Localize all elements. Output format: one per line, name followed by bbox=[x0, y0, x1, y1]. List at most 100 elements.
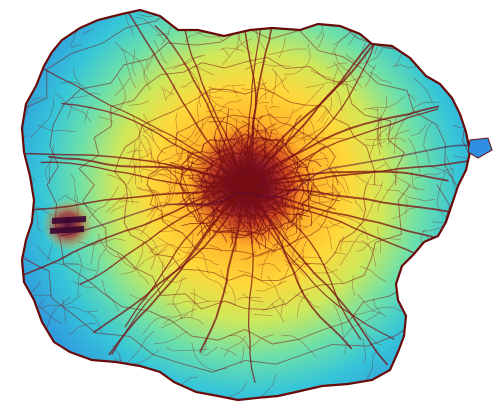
road-segment bbox=[236, 137, 250, 155]
road-segment bbox=[253, 314, 273, 317]
road-segment bbox=[339, 232, 364, 266]
road-segment bbox=[136, 187, 172, 195]
road-segment bbox=[220, 175, 248, 198]
road-segment bbox=[420, 38, 448, 43]
road-segment bbox=[333, 304, 344, 335]
east-inlet-marker bbox=[467, 137, 493, 159]
road-segment bbox=[257, 138, 285, 175]
road-segment bbox=[244, 184, 352, 350]
road-segment bbox=[192, 66, 214, 76]
road-segment bbox=[336, 76, 364, 83]
road-segment bbox=[232, 85, 239, 98]
road-segment bbox=[255, 76, 287, 105]
road-segment bbox=[193, 182, 232, 189]
road-segment bbox=[261, 5, 285, 9]
road-segment bbox=[291, 266, 304, 295]
road-segment bbox=[22, 10, 470, 373]
road-segment bbox=[453, 144, 470, 161]
road-segment bbox=[323, 264, 344, 283]
road-segment bbox=[174, 168, 212, 176]
road-segment bbox=[265, 217, 281, 240]
road-segment bbox=[263, 63, 291, 67]
road-segment bbox=[276, 10, 288, 19]
road-segment bbox=[255, 108, 294, 136]
road-segment bbox=[220, 158, 246, 183]
road-segment bbox=[225, 193, 243, 220]
road-segment bbox=[411, 171, 418, 191]
road-segment bbox=[121, 248, 167, 275]
road-segment bbox=[245, 156, 250, 176]
road-segment bbox=[284, 176, 293, 212]
road-segment bbox=[217, 99, 242, 114]
road-segment bbox=[357, 294, 387, 317]
road-segment bbox=[241, 82, 268, 91]
road-segment bbox=[258, 241, 279, 256]
road-segment bbox=[242, 293, 264, 302]
road-segment bbox=[146, 50, 154, 71]
road-segment bbox=[385, 117, 397, 137]
road-segment bbox=[163, 308, 197, 325]
road-segment bbox=[0, 129, 20, 156]
road-segment bbox=[292, 172, 309, 193]
road-segment bbox=[258, 131, 278, 136]
road-segment bbox=[448, 253, 470, 269]
road-segment bbox=[68, 323, 97, 335]
road-segment bbox=[317, 107, 328, 122]
road-segment bbox=[257, 262, 281, 273]
road-segment bbox=[368, 123, 393, 159]
road-segment bbox=[410, 101, 441, 116]
road-segment bbox=[302, 249, 308, 266]
road-segment bbox=[213, 145, 246, 186]
road-segment bbox=[346, 48, 384, 64]
road-segment bbox=[76, 250, 83, 296]
road-segment bbox=[193, 180, 236, 187]
road-segment bbox=[318, 175, 334, 217]
road-segment bbox=[340, 235, 345, 252]
road-segment bbox=[422, 225, 444, 232]
road-segment bbox=[273, 155, 285, 174]
road-segment bbox=[192, 194, 201, 216]
road-segment bbox=[297, 185, 305, 221]
road-segment bbox=[285, 114, 302, 149]
road-segment bbox=[342, 312, 381, 340]
road-segment bbox=[359, 42, 366, 62]
road-segment bbox=[256, 82, 277, 94]
road-segment bbox=[136, 186, 161, 195]
road-segment bbox=[39, 306, 63, 325]
road-segment bbox=[324, 174, 353, 204]
road-segment bbox=[292, 84, 325, 114]
road-segment bbox=[22, 206, 27, 225]
road-segment bbox=[150, 201, 166, 212]
road-segment bbox=[246, 334, 274, 348]
road-segment bbox=[387, 129, 409, 145]
road-segment bbox=[172, 276, 183, 319]
road-segment bbox=[292, 155, 299, 191]
road-segment bbox=[138, 141, 142, 183]
river-line bbox=[59, 144, 470, 237]
road-segment bbox=[163, 88, 175, 95]
road-segment bbox=[291, 235, 303, 260]
road-segment bbox=[271, 213, 283, 256]
road-segment bbox=[334, 51, 363, 88]
road-segment bbox=[142, 113, 155, 142]
road-segment bbox=[368, 96, 405, 109]
road-segment bbox=[240, 250, 257, 261]
road-segment bbox=[148, 148, 158, 171]
road-segment bbox=[101, 279, 119, 312]
road-segment bbox=[301, 178, 327, 198]
road-segment bbox=[40, 294, 82, 309]
road-segment bbox=[92, 248, 106, 280]
road-segment bbox=[275, 204, 307, 228]
road-segment bbox=[261, 77, 267, 100]
road-segment bbox=[211, 220, 250, 240]
road-segment bbox=[172, 55, 202, 70]
road-segment bbox=[183, 189, 222, 205]
road-segment bbox=[61, 102, 246, 186]
road-segment bbox=[256, 27, 267, 52]
road-segment bbox=[228, 122, 251, 142]
road-segment bbox=[132, 142, 136, 185]
road-segment bbox=[206, 217, 228, 243]
road-segment bbox=[158, 229, 184, 233]
road-segment bbox=[175, 112, 179, 158]
